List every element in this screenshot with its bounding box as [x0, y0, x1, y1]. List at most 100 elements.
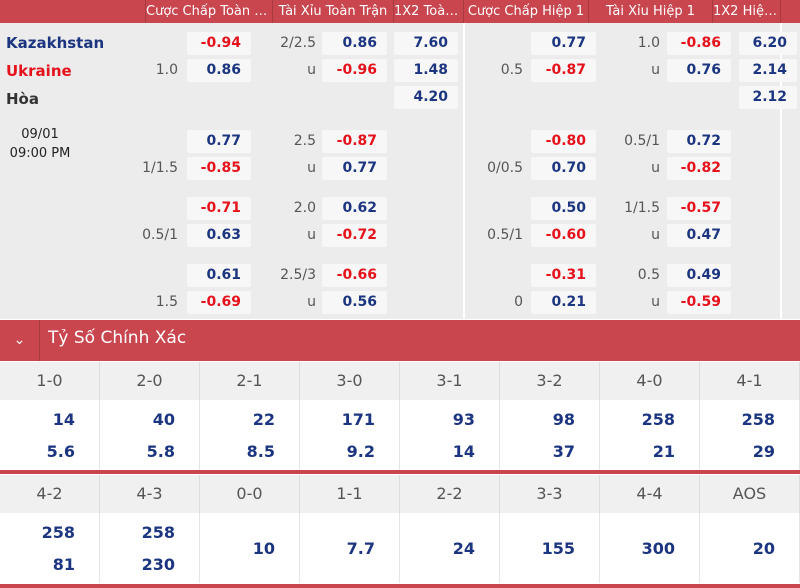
- score-odds-value[interactable]: 21: [652, 442, 675, 461]
- score-odds-value[interactable]: 40: [152, 410, 175, 429]
- score-odds-value[interactable]: 8.5: [246, 442, 275, 461]
- score-odds-cell[interactable]: 300: [600, 513, 700, 583]
- odds-value[interactable]: -0.66: [322, 264, 387, 287]
- column-header[interactable]: Tài Xỉu Toàn Trận: [272, 0, 393, 23]
- score-odds-cell[interactable]: 10: [200, 513, 300, 583]
- odds-value[interactable]: 0.70: [531, 157, 596, 180]
- score-odds-value[interactable]: 5.8: [146, 442, 175, 461]
- odds-value[interactable]: -0.94: [187, 32, 251, 55]
- score-odds-value[interactable]: 258: [641, 410, 675, 429]
- score-odds-cell[interactable]: 155: [500, 513, 600, 583]
- score-odds-cell[interactable]: 258 29: [700, 400, 800, 470]
- score-odds-value[interactable]: 258: [741, 410, 775, 429]
- odds-value[interactable]: -0.60: [531, 224, 596, 247]
- score-header: 4-2: [0, 475, 100, 513]
- odds-value[interactable]: -0.31: [531, 264, 596, 287]
- odds-value[interactable]: 0.86: [187, 59, 251, 82]
- score-odds-cell[interactable]: 258 230: [100, 513, 200, 583]
- score-odds-value[interactable]: 258: [141, 523, 175, 542]
- odds-value[interactable]: 0.47: [667, 224, 731, 247]
- odds-value[interactable]: -0.85: [187, 157, 251, 180]
- score-odds-cell[interactable]: 258 81: [0, 513, 100, 583]
- chevron-down-icon[interactable]: ⌄: [0, 320, 40, 361]
- score-odds-cell[interactable]: 14 5.6: [0, 400, 100, 470]
- score-odds-cell[interactable]: 24: [400, 513, 500, 583]
- odds-value[interactable]: 0.63: [187, 224, 251, 247]
- odds-value[interactable]: -0.96: [322, 59, 387, 82]
- score-odds-value[interactable]: 155: [541, 539, 575, 558]
- score-odds-value[interactable]: 22: [252, 410, 275, 429]
- odds-value[interactable]: -0.57: [667, 197, 731, 220]
- correct-score-bar[interactable]: ⌄ Tỷ Số Chính Xác: [0, 320, 800, 361]
- score-odds-value[interactable]: 29: [752, 442, 775, 461]
- column-header[interactable]: 1X2 Toàn Trận: [393, 0, 463, 23]
- odds-value[interactable]: -0.69: [187, 291, 251, 314]
- odds-value[interactable]: 0.77: [531, 32, 596, 55]
- score-odds-value[interactable]: 230: [141, 555, 175, 574]
- odds-value[interactable]: -0.72: [322, 224, 387, 247]
- odds-value[interactable]: 0.50: [531, 197, 596, 220]
- odds-value[interactable]: 2.12: [739, 86, 797, 109]
- score-odds-cell[interactable]: 40 5.8: [100, 400, 200, 470]
- score-odds-value[interactable]: 20: [752, 539, 775, 558]
- score-odds-value[interactable]: 37: [552, 442, 575, 461]
- column-header[interactable]: Cược Chấp Hiệp 1: [463, 0, 588, 23]
- odds-value[interactable]: -0.71: [187, 197, 251, 220]
- odds-value[interactable]: 0.21: [531, 291, 596, 314]
- score-odds-value[interactable]: 81: [52, 555, 75, 574]
- odds-value[interactable]: -0.86: [667, 32, 731, 55]
- score-odds-value[interactable]: 171: [341, 410, 375, 429]
- score-odds-cell[interactable]: 7.7: [300, 513, 400, 583]
- under-label: u: [307, 294, 316, 310]
- column-header[interactable]: Tài Xỉu Hiệp 1: [588, 0, 712, 23]
- odds-value[interactable]: 1.48: [394, 59, 458, 82]
- odds-value[interactable]: 2.14: [739, 59, 797, 82]
- odds-value[interactable]: 0.49: [667, 264, 731, 287]
- score-odds-value[interactable]: 9.2: [346, 442, 375, 461]
- h1-total-line: 0.5: [637, 267, 660, 283]
- score-odds-value[interactable]: 24: [452, 539, 475, 558]
- home-team: Kazakhstan: [6, 34, 105, 52]
- score-odds-cell[interactable]: 22 8.5: [200, 400, 300, 470]
- score-header: AOS: [700, 475, 800, 513]
- odds-value[interactable]: 0.77: [187, 130, 251, 153]
- score-header: 4-4: [600, 475, 700, 513]
- odds-value[interactable]: 0.86: [322, 32, 387, 55]
- odds-value[interactable]: 7.60: [394, 32, 458, 55]
- score-odds-value[interactable]: 7.7: [346, 539, 375, 558]
- score-odds-cell[interactable]: 258 21: [600, 400, 700, 470]
- score-odds-cell[interactable]: 171 9.2: [300, 400, 400, 470]
- odds-value[interactable]: -0.59: [667, 291, 731, 314]
- odds-value[interactable]: -0.80: [531, 130, 596, 153]
- score-header: 3-3: [500, 475, 600, 513]
- score-odds-value[interactable]: 14: [52, 410, 75, 429]
- odds-value[interactable]: -0.87: [322, 130, 387, 153]
- score-header: 1-0: [0, 362, 100, 400]
- total-line: 2/2.5: [280, 35, 316, 51]
- score-odds-value[interactable]: 5.6: [46, 442, 75, 461]
- score-odds-cell[interactable]: 98 37: [500, 400, 600, 470]
- odds-value[interactable]: 0.61: [187, 264, 251, 287]
- score-odds-value[interactable]: 14: [452, 442, 475, 461]
- score-odds-value[interactable]: 98: [552, 410, 575, 429]
- column-header[interactable]: 1X2 Hiệp 1: [712, 0, 780, 23]
- odds-value[interactable]: 6.20: [739, 32, 797, 55]
- total-line: 2.5: [293, 133, 316, 149]
- under-label: u: [307, 62, 316, 78]
- score-odds-cell[interactable]: 93 14: [400, 400, 500, 470]
- odds-value[interactable]: -0.87: [531, 59, 596, 82]
- correct-score-title: Tỷ Số Chính Xác: [48, 328, 187, 348]
- odds-value[interactable]: 0.72: [667, 130, 731, 153]
- odds-value[interactable]: 0.77: [322, 157, 387, 180]
- score-odds-value[interactable]: 258: [41, 523, 75, 542]
- score-odds-value[interactable]: 93: [452, 410, 475, 429]
- column-header[interactable]: Cược Chấp Toàn Trận: [145, 0, 272, 23]
- odds-value[interactable]: -0.82: [667, 157, 731, 180]
- score-odds-value[interactable]: 300: [641, 539, 675, 558]
- score-odds-value[interactable]: 10: [252, 539, 275, 558]
- odds-value[interactable]: 0.56: [322, 291, 387, 314]
- odds-value[interactable]: 0.62: [322, 197, 387, 220]
- odds-value[interactable]: 4.20: [394, 86, 458, 109]
- score-odds-cell[interactable]: 20: [700, 513, 800, 583]
- odds-value[interactable]: 0.76: [667, 59, 731, 82]
